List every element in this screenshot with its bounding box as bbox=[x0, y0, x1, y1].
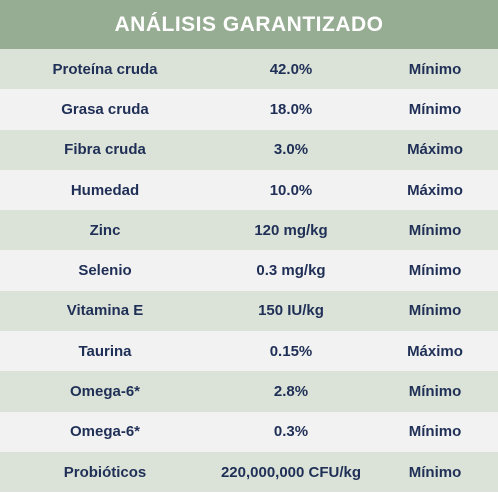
table-row: Fibra cruda 3.0% Máximo bbox=[0, 129, 498, 170]
nutrient-name: Omega-6* bbox=[69, 423, 141, 441]
table-row: Vitamina E 150 IU/kg Mínimo bbox=[0, 290, 498, 332]
nutrient-limit-type: Mínimo bbox=[408, 463, 462, 481]
table-row: Proteína cruda 42.0% Mínimo bbox=[0, 49, 498, 90]
nutrient-value: 3.0% bbox=[273, 141, 309, 159]
table-row: Omega-6* 2.8% Mínimo bbox=[0, 371, 498, 412]
nutrient-limit-type: Máximo bbox=[407, 141, 463, 159]
nutrient-limit-type: Máximo bbox=[407, 342, 463, 360]
nutrient-name: Omega-6* bbox=[69, 383, 141, 401]
table-row: Humedad 10.0% Máximo bbox=[0, 169, 498, 211]
nutrient-name: Probióticos bbox=[63, 463, 147, 481]
table-title: ANÁLISIS GARANTIZADO bbox=[114, 13, 384, 36]
table-row: Taurina 0.15% Máximo bbox=[0, 331, 498, 372]
nutrient-value: 220,000,000 CFU/kg bbox=[220, 463, 362, 481]
nutrient-limit-type: Mínimo bbox=[408, 383, 462, 401]
nutrient-limit-type: Mínimo bbox=[408, 302, 462, 320]
nutrient-limit-type: Máximo bbox=[407, 181, 463, 199]
nutrient-value: 0.15% bbox=[269, 342, 313, 360]
nutrient-limit-type: Mínimo bbox=[408, 262, 462, 280]
table-row: Zinc 120 mg/kg Mínimo bbox=[0, 210, 498, 251]
nutrient-value: 150 IU/kg bbox=[258, 302, 324, 320]
nutrient-value: 42.0% bbox=[269, 60, 313, 78]
table-row: Selenio 0.3 mg/kg Mínimo bbox=[0, 250, 498, 291]
table-body: Proteína cruda 42.0% Mínimo Grasa cruda … bbox=[0, 49, 498, 493]
nutrient-name: Fibra cruda bbox=[64, 141, 146, 159]
nutrient-value: 2.8% bbox=[273, 383, 309, 401]
nutrient-name: Humedad bbox=[70, 181, 140, 199]
nutrient-value: 10.0% bbox=[269, 181, 313, 199]
nutrient-limit-type: Mínimo bbox=[408, 221, 462, 239]
table-row: Probióticos 220,000,000 CFU/kg Mínimo bbox=[0, 451, 498, 493]
nutrient-value: 18.0% bbox=[269, 100, 313, 118]
nutrient-name: Selenio bbox=[78, 262, 132, 280]
table-row: Grasa cruda 18.0% Mínimo bbox=[0, 89, 498, 130]
nutrient-value: 0.3% bbox=[273, 423, 309, 441]
table-row: Omega-6* 0.3% Mínimo bbox=[0, 411, 498, 452]
nutrient-limit-type: Mínimo bbox=[408, 100, 462, 118]
nutrient-limit-type: Mínimo bbox=[408, 60, 462, 78]
nutrient-name: Grasa cruda bbox=[61, 100, 149, 118]
nutrient-value: 120 mg/kg bbox=[254, 221, 328, 239]
nutrient-name: Zinc bbox=[89, 221, 121, 239]
nutrient-name: Taurina bbox=[78, 342, 132, 360]
nutrient-limit-type: Mínimo bbox=[408, 423, 462, 441]
table-header: ANÁLISIS GARANTIZADO bbox=[0, 0, 498, 49]
nutrient-name: Vitamina E bbox=[66, 302, 144, 320]
nutrient-value: 0.3 mg/kg bbox=[256, 262, 326, 280]
nutrient-name: Proteína cruda bbox=[52, 60, 158, 78]
